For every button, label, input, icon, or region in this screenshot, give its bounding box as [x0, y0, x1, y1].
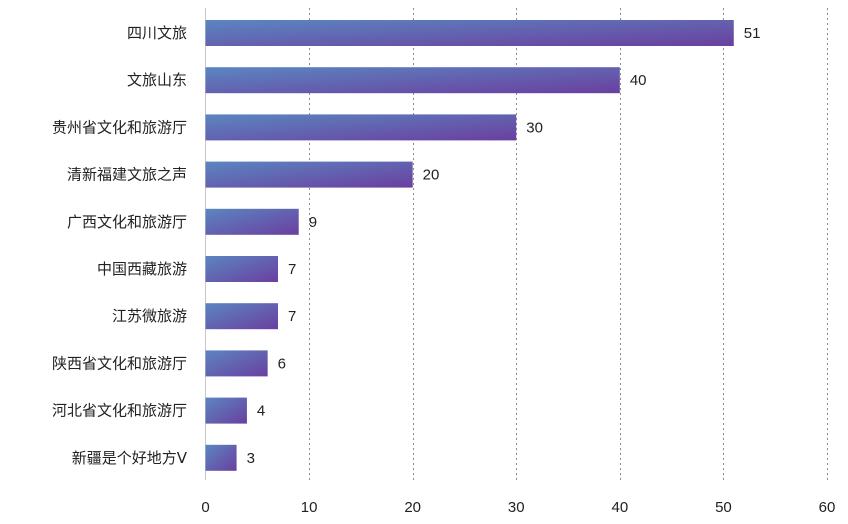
- x-tick-label-10: 10: [301, 499, 318, 516]
- category-label-2: 文旅山东: [127, 71, 187, 89]
- bar-5: [205, 208, 299, 235]
- bars: [205, 20, 734, 471]
- category-label-7: 江苏微旅游: [112, 307, 187, 325]
- x-tick-label-50: 50: [715, 499, 732, 516]
- bar-1: [205, 20, 734, 46]
- category-label-1: 四川文旅: [127, 24, 187, 42]
- x-tick-label-20: 20: [404, 499, 421, 516]
- x-tick-label-0: 0: [201, 499, 209, 516]
- value-label-1: 51: [744, 25, 761, 42]
- value-label-9: 4: [257, 403, 265, 420]
- bar-2: [205, 67, 620, 94]
- category-label-5: 广西文化和旅游厅: [67, 213, 187, 231]
- category-label-3: 贵州省文化和旅游厅: [52, 118, 187, 136]
- value-label-5: 9: [309, 214, 317, 231]
- value-label-4: 20: [423, 167, 440, 184]
- value-label-3: 30: [526, 119, 543, 136]
- bar-7: [205, 303, 279, 330]
- value-label-8: 6: [278, 355, 286, 372]
- bar-4: [205, 161, 413, 188]
- value-label-10: 3: [247, 450, 255, 467]
- gridlines: [309, 8, 828, 480]
- bar-6: [205, 256, 279, 282]
- category-label-10: 新疆是个好地方V: [72, 449, 188, 467]
- x-tick-label-60: 60: [819, 499, 836, 516]
- bar-8: [205, 350, 268, 377]
- labels: 0 10 20 30 40 50 60 四川文旅 51 文旅山东 40 贵州省文化和旅游厅 30 清新福建…: [52, 24, 835, 516]
- value-label-6: 7: [288, 261, 296, 278]
- value-label-7: 7: [288, 308, 296, 325]
- x-tick-label-30: 30: [508, 499, 525, 516]
- category-label-8: 陕西省文化和旅游厅: [52, 354, 187, 372]
- bar-10: [205, 444, 237, 471]
- category-label-9: 河北省文化和旅游厅: [52, 402, 187, 420]
- category-label-4: 清新福建文旅之声: [67, 166, 187, 184]
- x-tick-label-40: 40: [611, 499, 628, 516]
- value-label-2: 40: [630, 72, 647, 89]
- bar-3: [205, 114, 517, 141]
- bar-9: [205, 397, 247, 424]
- category-label-6: 中国西藏旅游: [97, 260, 187, 278]
